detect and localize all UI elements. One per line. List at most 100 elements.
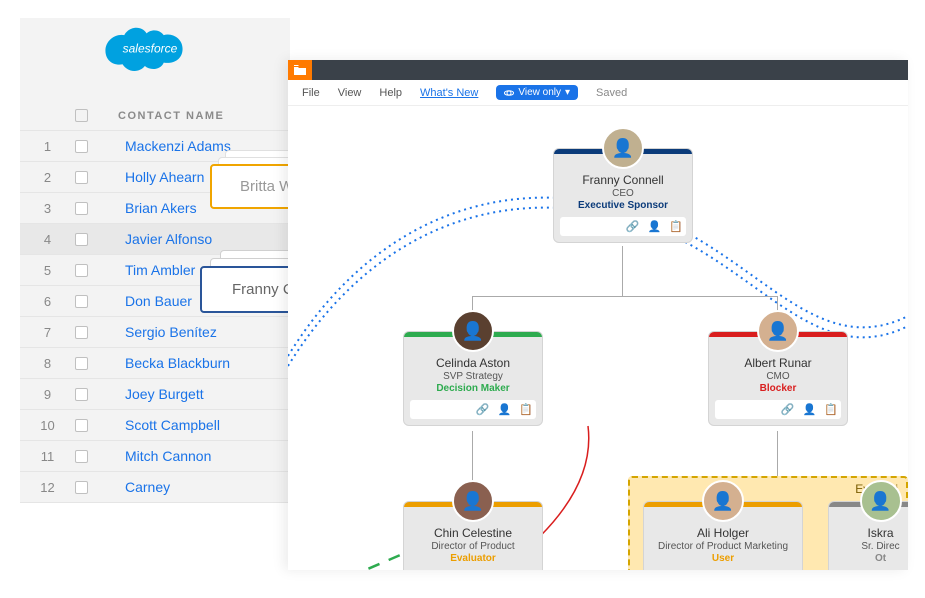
org-node-iskra[interactable]: 👤 Iskra Sr. Direc Ot <box>828 501 908 570</box>
avatar: 👤 <box>452 480 494 522</box>
window-titlebar <box>288 60 908 80</box>
header-checkbox[interactable] <box>75 109 88 122</box>
contact-row[interactable]: 11 Mitch Cannon <box>20 441 290 472</box>
notes-icon[interactable]: 📋 <box>669 220 683 233</box>
row-number: 12 <box>20 480 75 495</box>
node-title: SVP Strategy <box>410 371 536 382</box>
row-number: 4 <box>20 232 75 247</box>
node-title: Sr. Direc <box>835 541 908 552</box>
row-checkbox[interactable] <box>75 171 105 184</box>
node-title: CMO <box>715 371 841 382</box>
row-number: 11 <box>20 449 75 464</box>
contact-name[interactable]: Scott Campbell <box>105 417 290 433</box>
contact-row[interactable]: 9 Joey Burgett <box>20 379 290 410</box>
node-role: Ot <box>835 553 908 564</box>
row-checkbox[interactable] <box>75 326 105 339</box>
node-role: Evaluator <box>410 553 536 564</box>
orgchart-canvas[interactable]: Evaluati 👤 Franny Connell CEO Executive … <box>288 106 908 570</box>
row-checkbox[interactable] <box>75 233 105 246</box>
person-icon[interactable]: 👤 <box>803 403 817 416</box>
node-name: Ali Holger <box>650 526 796 540</box>
row-checkbox[interactable] <box>75 140 105 153</box>
contact-row[interactable]: 12 Carney <box>20 472 290 503</box>
notes-icon[interactable]: 📋 <box>519 403 533 416</box>
node-actions: 🔗 👤 📋 <box>560 217 686 236</box>
row-checkbox[interactable] <box>75 357 105 370</box>
row-number: 5 <box>20 263 75 278</box>
row-number: 6 <box>20 294 75 309</box>
contact-name[interactable]: Becka Blackburn <box>105 355 290 371</box>
node-role: User <box>650 553 796 564</box>
row-number: 8 <box>20 356 75 371</box>
contact-header-row: CONTACT NAME <box>20 101 290 131</box>
contact-name[interactable]: Sergio Benítez <box>105 324 290 340</box>
org-node-svp[interactable]: 👤 Celinda Aston SVP Strategy Decision Ma… <box>403 331 543 426</box>
org-node-cmo[interactable]: 👤 Albert Runar CMO Blocker 🔗 👤 📋 <box>708 331 848 426</box>
connector <box>472 296 778 297</box>
link-icon[interactable]: 🔗 <box>626 220 640 233</box>
node-name: Iskra <box>835 526 908 540</box>
row-number: 9 <box>20 387 75 402</box>
connector <box>472 431 473 483</box>
menu-help[interactable]: Help <box>379 87 402 99</box>
avatar: 👤 <box>757 310 799 352</box>
row-checkbox[interactable] <box>75 388 105 401</box>
node-role: Executive Sponsor <box>560 200 686 211</box>
saved-status: Saved <box>596 87 627 99</box>
contact-name[interactable]: Javier Alfonso <box>105 231 290 247</box>
view-only-badge[interactable]: View only ▾ <box>496 85 578 100</box>
row-number: 2 <box>20 170 75 185</box>
contact-row[interactable]: 10 Scott Campbell <box>20 410 290 441</box>
contact-name[interactable]: Carney <box>105 479 290 495</box>
menubar: File View Help What's New View only ▾ Sa… <box>288 80 908 106</box>
contact-row[interactable]: 8 Becka Blackburn <box>20 348 290 379</box>
row-checkbox[interactable] <box>75 264 105 277</box>
connector <box>622 246 623 296</box>
node-role: Blocker <box>715 383 841 394</box>
row-number: 1 <box>20 139 75 154</box>
node-name: Franny Connell <box>560 173 686 187</box>
avatar: 👤 <box>702 480 744 522</box>
row-number: 3 <box>20 201 75 216</box>
row-checkbox[interactable] <box>75 202 105 215</box>
node-title: Director of Product <box>410 541 536 552</box>
row-checkbox[interactable] <box>75 481 105 494</box>
person-icon[interactable]: 👤 <box>498 403 512 416</box>
row-checkbox[interactable] <box>75 295 105 308</box>
node-role: Decision Maker <box>410 383 536 394</box>
node-title: CEO <box>560 188 686 199</box>
folder-icon[interactable] <box>288 60 312 80</box>
row-number: 10 <box>20 418 75 433</box>
org-node-ceo[interactable]: 👤 Franny Connell CEO Executive Sponsor 🔗… <box>553 148 693 243</box>
contact-header-label: CONTACT NAME <box>88 110 224 122</box>
org-node-director-product[interactable]: 👤 Chin Celestine Director of Product Eva… <box>403 501 543 570</box>
salesforce-logo: salesforce <box>95 18 290 83</box>
row-checkbox[interactable] <box>75 450 105 463</box>
node-title: Director of Product Marketing <box>650 541 796 552</box>
notes-icon[interactable]: 📋 <box>824 403 838 416</box>
link-icon[interactable]: 🔗 <box>781 403 795 416</box>
avatar: 👤 <box>860 480 902 522</box>
view-only-label: View only <box>518 87 561 98</box>
node-actions: 🔗 👤 📋 <box>715 400 841 419</box>
svg-text:salesforce: salesforce <box>123 41 178 55</box>
row-number: 7 <box>20 325 75 340</box>
contact-name[interactable]: Mitch Cannon <box>105 448 290 464</box>
node-name: Celinda Aston <box>410 356 536 370</box>
org-node-director-product-marketing[interactable]: 👤 Ali Holger Director of Product Marketi… <box>643 501 803 570</box>
node-name: Chin Celestine <box>410 526 536 540</box>
node-name: Albert Runar <box>715 356 841 370</box>
person-icon[interactable]: 👤 <box>648 220 662 233</box>
chevron-down-icon: ▾ <box>565 87 570 98</box>
avatar: 👤 <box>602 127 644 169</box>
node-actions: 🔗 👤 📋 <box>410 400 536 419</box>
menu-view[interactable]: View <box>338 87 362 99</box>
contact-row[interactable]: 7 Sergio Benítez <box>20 317 290 348</box>
menu-whatsnew[interactable]: What's New <box>420 87 478 99</box>
avatar: 👤 <box>452 310 494 352</box>
contact-name[interactable]: Joey Burgett <box>105 386 290 402</box>
menu-file[interactable]: File <box>302 87 320 99</box>
row-checkbox[interactable] <box>75 419 105 432</box>
orgchart-window: File View Help What's New View only ▾ Sa… <box>288 60 908 570</box>
link-icon[interactable]: 🔗 <box>476 403 490 416</box>
